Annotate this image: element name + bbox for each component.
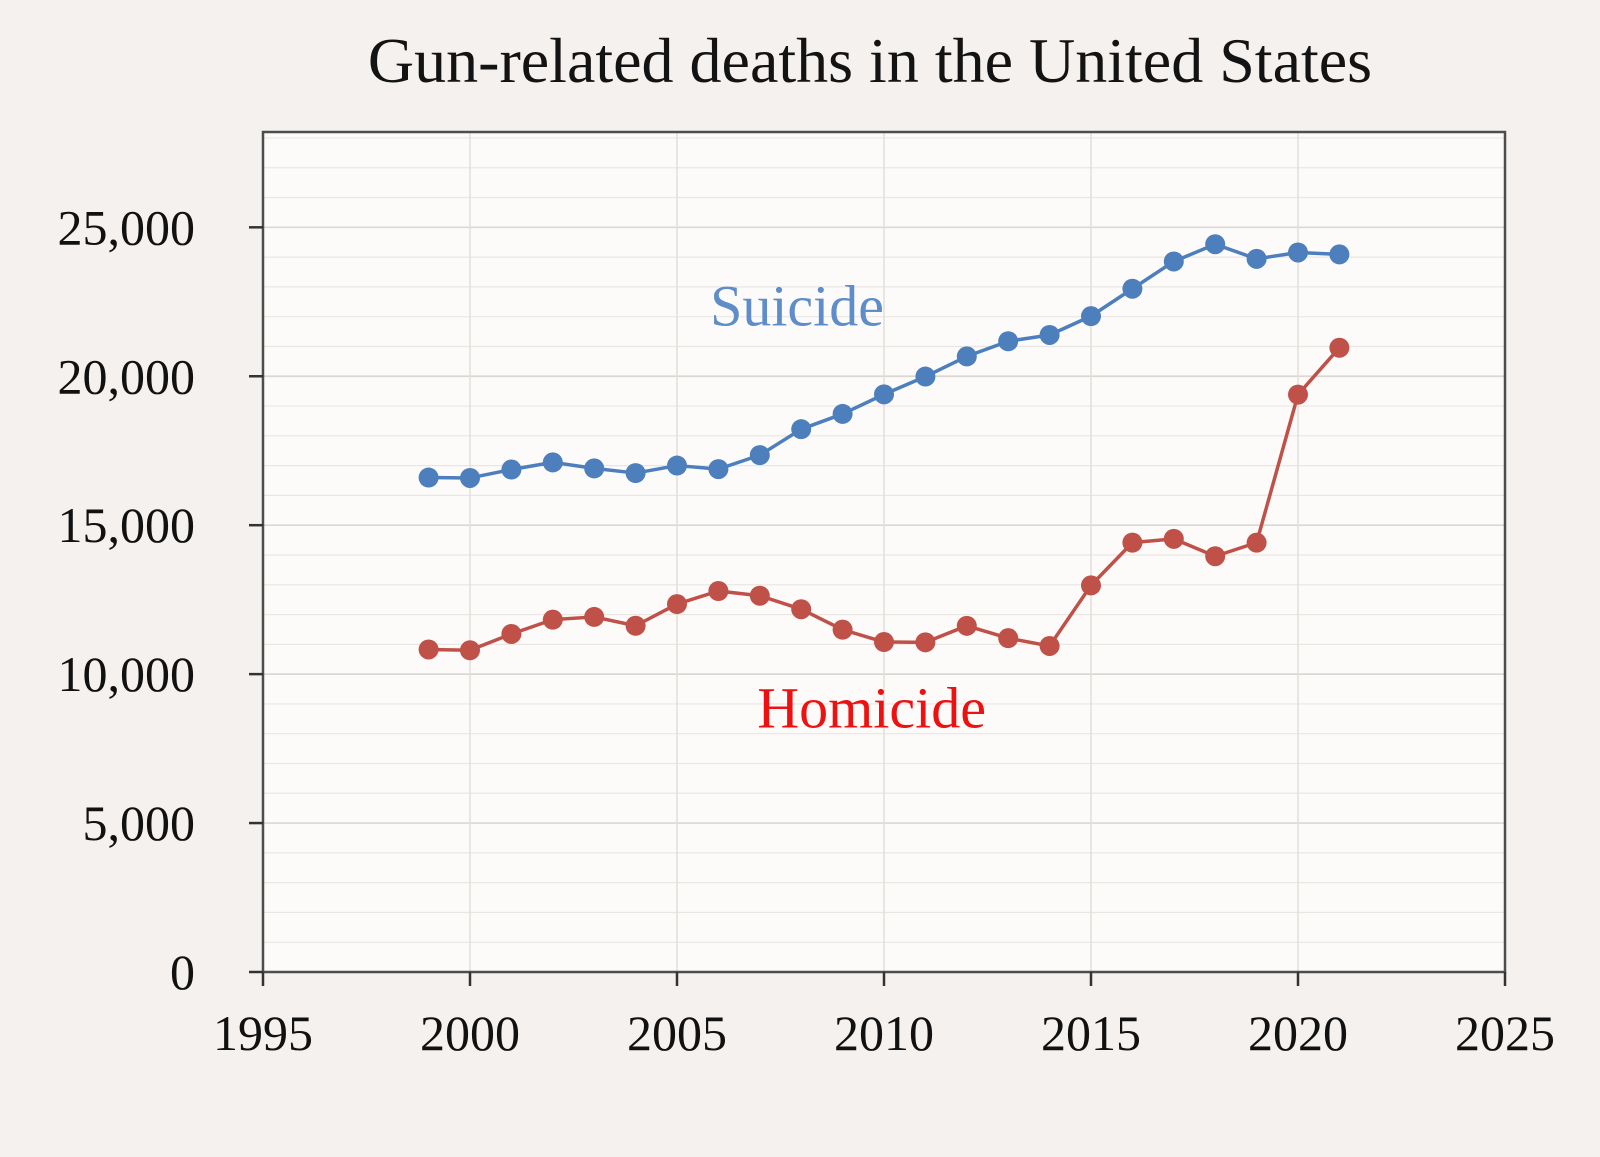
data-point-suicide [667, 455, 687, 476]
y-tick-label: 5,000 [83, 795, 196, 851]
data-point-homicide [625, 615, 646, 636]
data-point-suicide [874, 384, 894, 405]
data-point-suicide [832, 403, 853, 424]
x-tick-label: 2010 [834, 1005, 934, 1061]
data-point-suicide [1122, 278, 1143, 299]
data-point-homicide [1163, 528, 1184, 549]
data-point-suicide [1205, 234, 1226, 255]
data-point-homicide [418, 639, 439, 660]
series-label-homicide: Homicide [757, 676, 986, 741]
data-point-suicide [460, 467, 480, 488]
data-point-suicide [1163, 251, 1184, 272]
y-tick-label: 0 [170, 944, 195, 1000]
data-point-homicide [874, 632, 894, 653]
y-tick-label: 10,000 [58, 646, 196, 702]
chart-title: Gun-related deaths in the United States [367, 25, 1373, 96]
data-point-suicide [1329, 244, 1350, 265]
data-point-homicide [749, 585, 770, 606]
data-point-suicide [625, 463, 646, 484]
data-point-suicide [915, 366, 936, 387]
data-point-homicide [708, 580, 729, 601]
data-point-homicide [542, 609, 563, 630]
data-point-homicide [460, 640, 480, 661]
data-point-homicide [832, 619, 853, 640]
x-tick-label: 1995 [213, 1005, 313, 1061]
data-point-suicide [1288, 242, 1308, 263]
y-tick-label: 25,000 [58, 199, 196, 255]
data-point-suicide [584, 458, 605, 479]
data-point-suicide [418, 467, 439, 488]
x-tick-label: 2025 [1455, 1005, 1555, 1061]
y-tick-label: 15,000 [58, 497, 196, 553]
data-point-suicide [1246, 248, 1267, 269]
data-point-homicide [1205, 546, 1226, 567]
data-point-suicide [1081, 306, 1101, 327]
data-point-homicide [501, 623, 522, 644]
data-point-homicide [1081, 575, 1101, 596]
data-point-suicide [1039, 324, 1060, 345]
data-point-suicide [791, 419, 812, 440]
series-label-suicide: Suicide [710, 274, 884, 339]
data-point-suicide [542, 452, 563, 473]
data-point-homicide [1246, 532, 1267, 553]
x-tick-label: 2005 [627, 1005, 727, 1061]
data-point-homicide [1329, 337, 1350, 358]
data-point-homicide [584, 606, 605, 627]
data-point-homicide [791, 599, 812, 620]
data-point-suicide [749, 445, 770, 466]
data-point-homicide [998, 628, 1019, 649]
data-point-homicide [956, 615, 977, 636]
data-point-homicide [667, 594, 687, 615]
data-point-homicide [1122, 532, 1143, 553]
data-point-homicide [915, 632, 936, 653]
data-point-suicide [998, 331, 1019, 352]
x-tick-label: 2015 [1041, 1005, 1141, 1061]
data-point-suicide [501, 459, 522, 480]
data-point-homicide [1288, 384, 1308, 405]
x-tick-label: 2000 [420, 1005, 520, 1061]
x-tick-label: 2020 [1248, 1005, 1348, 1061]
y-tick-label: 20,000 [58, 348, 196, 404]
data-point-suicide [708, 459, 729, 480]
data-point-suicide [956, 346, 977, 367]
data-point-homicide [1039, 635, 1060, 656]
